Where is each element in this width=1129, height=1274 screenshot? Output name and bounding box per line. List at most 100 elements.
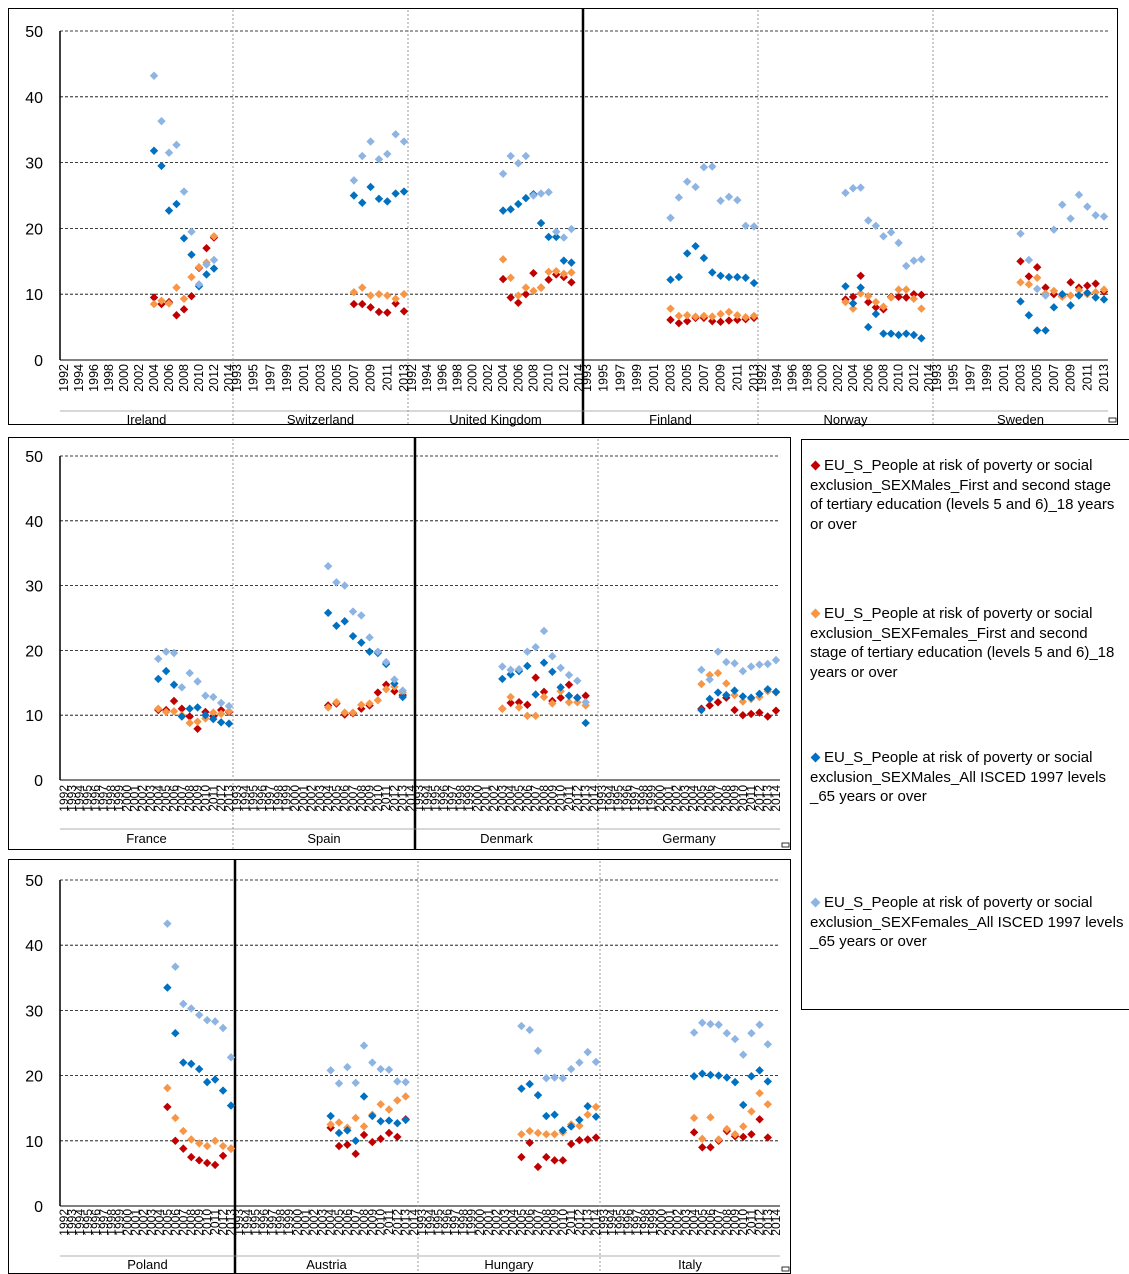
data-point — [713, 688, 723, 697]
data-point — [714, 1020, 723, 1029]
x-tick-label: 2006 — [861, 364, 875, 392]
data-point — [326, 1111, 335, 1121]
x-tick-label: 1992 — [405, 364, 419, 392]
data-point — [917, 304, 926, 313]
x-tick-label: 1998 — [454, 785, 468, 812]
data-point — [739, 1132, 748, 1142]
data-point — [552, 266, 561, 276]
data-point — [706, 1070, 715, 1080]
data-point — [343, 1126, 352, 1135]
x-tick-label: 1994 — [423, 1209, 437, 1236]
data-point — [552, 232, 561, 242]
x-tick-label: 2003 — [498, 1209, 512, 1236]
x-tick-label: 2010 — [892, 364, 906, 392]
x-tick-label: 2002 — [670, 785, 684, 812]
data-point — [171, 1113, 180, 1123]
x-tick-label: 2004 — [506, 1209, 520, 1236]
data-point — [683, 177, 692, 186]
x-tick-label: 2014 — [407, 1209, 421, 1236]
x-tick-label: 1997 — [613, 364, 627, 392]
data-point — [390, 675, 399, 684]
x-tick-label: 2011 — [744, 785, 758, 811]
y-tick-label: 50 — [25, 449, 43, 466]
data-point — [348, 631, 358, 641]
data-point — [1016, 297, 1025, 306]
data-point — [573, 693, 582, 702]
data-point — [525, 1025, 534, 1035]
x-tick-label: 2001 — [663, 1209, 677, 1236]
x-tick-label: 2014 — [922, 364, 936, 392]
data-point — [558, 1126, 568, 1135]
data-point — [187, 1004, 196, 1013]
x-tick-label: 1996 — [88, 785, 102, 812]
data-point — [733, 272, 742, 282]
x-tick-label: 2001 — [997, 364, 1011, 392]
x-tick-label: 1993 — [415, 1209, 429, 1236]
x-tick-label: 2004 — [846, 364, 860, 392]
x-tick-label: 2008 — [357, 1209, 371, 1236]
x-tick-label: 1994 — [420, 364, 434, 392]
x-tick-label: 2013 — [1097, 364, 1111, 392]
x-tick-label: 2002 — [487, 785, 501, 812]
x-tick-label: 2006 — [703, 785, 717, 812]
x-tick-label: 2003 — [664, 364, 678, 392]
data-point — [666, 304, 675, 313]
data-point — [523, 661, 532, 671]
resize-handle[interactable] — [781, 1266, 790, 1272]
data-point — [340, 708, 349, 717]
data-point — [674, 193, 684, 202]
data-point — [351, 1078, 360, 1087]
x-tick-label: 2007 — [712, 1209, 726, 1236]
data-point — [171, 1136, 180, 1145]
x-tick-label: 1999 — [112, 785, 126, 812]
data-point — [366, 291, 375, 300]
series-1 — [349, 299, 409, 317]
y-tick-label: 10 — [25, 708, 43, 725]
x-tick-label: 1998 — [451, 364, 465, 392]
data-point — [879, 302, 888, 311]
x-tick-label: 1999 — [462, 785, 476, 812]
data-point — [521, 290, 531, 299]
data-point — [705, 694, 714, 704]
x-tick-label: 1998 — [274, 1209, 288, 1236]
x-tick-label: 1993 — [65, 1209, 79, 1236]
data-point — [536, 218, 546, 228]
data-point — [349, 191, 359, 200]
data-point — [384, 1128, 394, 1138]
x-tick-label: 1995 — [613, 1209, 627, 1236]
resize-handle[interactable] — [781, 842, 790, 848]
category-label: Switzerland — [287, 412, 354, 427]
x-tick-label: 2001 — [129, 1209, 143, 1236]
x-tick-label: 2006 — [703, 1209, 717, 1236]
data-point — [739, 1100, 748, 1110]
data-point — [349, 299, 359, 309]
legend-label: EU_S_People at risk of poverty or social… — [810, 605, 1115, 681]
series-2 — [689, 1089, 773, 1144]
data-point — [517, 1130, 526, 1139]
series-4 — [1016, 190, 1109, 300]
data-point — [525, 1126, 534, 1136]
data-point — [163, 919, 172, 928]
data-point — [544, 275, 553, 284]
series-4 — [498, 626, 590, 707]
panel-germany: 1993199419951996199719981999200020012002… — [595, 647, 783, 846]
x-tick-label: 2001 — [296, 785, 310, 812]
data-point — [323, 703, 333, 712]
data-point — [514, 298, 523, 307]
data-point — [1066, 291, 1075, 300]
data-point — [365, 647, 374, 656]
data-point — [357, 700, 366, 710]
data-point — [689, 1128, 699, 1137]
x-tick-label: 1994 — [240, 1209, 254, 1236]
data-point — [209, 255, 219, 265]
data-point — [332, 698, 341, 707]
data-point — [401, 1092, 410, 1101]
x-tick-label: 2005 — [1030, 364, 1044, 392]
x-tick-label: 1995 — [249, 1209, 263, 1236]
x-tick-label: 1997 — [96, 785, 110, 812]
data-point — [738, 666, 748, 676]
x-tick-label: 1995 — [597, 364, 611, 392]
x-tick-label: 2011 — [379, 785, 393, 811]
resize-handle[interactable] — [1108, 417, 1117, 423]
